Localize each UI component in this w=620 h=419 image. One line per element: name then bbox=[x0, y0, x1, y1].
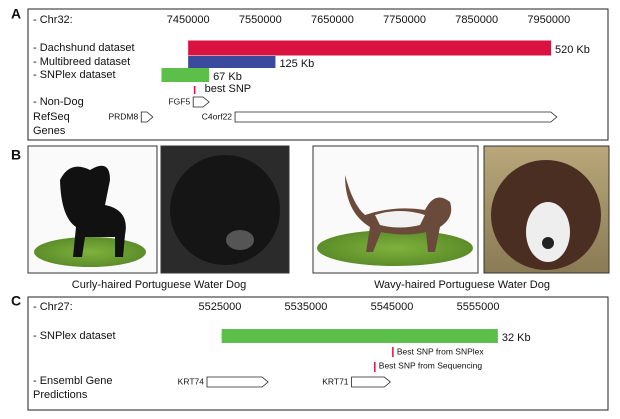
gene-arrow bbox=[206, 376, 269, 388]
gene-track-label: Predictions bbox=[33, 389, 88, 401]
track-name: - Dachshund dataset bbox=[33, 42, 135, 54]
gene-track-label: - Non-Dog bbox=[33, 96, 84, 108]
x-tick-label: 5545000 bbox=[371, 301, 414, 313]
photo bbox=[27, 145, 158, 274]
photo bbox=[483, 145, 610, 274]
marker-label: Best SNP from SNPlex bbox=[397, 346, 485, 356]
photo-caption: Curly-haired Portuguese Water Dog bbox=[72, 279, 246, 291]
gene-name: KRT74 bbox=[178, 376, 205, 386]
x-tick-label: 5535000 bbox=[285, 301, 328, 313]
gene-name: C4orf22 bbox=[202, 111, 233, 121]
track-name: - SNPlex dataset bbox=[33, 330, 116, 342]
range-bar bbox=[188, 40, 552, 56]
gene-arrow bbox=[234, 111, 558, 123]
gene-arrow bbox=[192, 96, 210, 108]
gene-name: FGF5 bbox=[168, 96, 190, 106]
marker-label: Best SNP from Sequencing bbox=[379, 360, 483, 370]
size-label: 125 Kb bbox=[279, 58, 314, 70]
photo bbox=[160, 145, 290, 274]
gene-track-label: RefSeq bbox=[33, 111, 70, 123]
gene-name: PRDM8 bbox=[108, 111, 138, 121]
x-tick-label: 7850000 bbox=[455, 14, 498, 26]
gene-arrow bbox=[140, 111, 154, 123]
x-tick-label: 7450000 bbox=[167, 14, 210, 26]
range-bar bbox=[161, 68, 210, 82]
size-label: 32 Kb bbox=[502, 332, 531, 344]
axis-label: - Chr32: bbox=[33, 14, 73, 26]
x-tick-label: 5555000 bbox=[457, 301, 500, 313]
x-tick-label: 5525000 bbox=[198, 301, 241, 313]
track-name: - SNPlex dataset bbox=[33, 69, 116, 81]
marker-label: best SNP bbox=[205, 83, 251, 95]
panel-label: A bbox=[11, 6, 21, 22]
panel-label: B bbox=[11, 147, 21, 163]
x-tick-label: 7750000 bbox=[383, 14, 426, 26]
range-bar bbox=[188, 56, 276, 68]
x-tick-label: 7550000 bbox=[239, 14, 282, 26]
panel-frame bbox=[27, 296, 609, 411]
size-label: 67 Kb bbox=[213, 71, 242, 83]
panel-label: C bbox=[11, 293, 21, 309]
size-label: 520 Kb bbox=[555, 44, 590, 56]
gene-arrow bbox=[351, 376, 391, 388]
gene-track-label: Genes bbox=[33, 125, 66, 137]
axis-label: - Chr27: bbox=[33, 301, 73, 313]
range-bar bbox=[221, 329, 498, 343]
photo-caption: Wavy-haired Portuguese Water Dog bbox=[374, 279, 550, 291]
x-tick-label: 7950000 bbox=[527, 14, 570, 26]
gene-name: KRT71 bbox=[322, 376, 349, 386]
photo bbox=[312, 145, 479, 274]
x-tick-label: 7650000 bbox=[311, 14, 354, 26]
track-name: - Multibreed dataset bbox=[33, 56, 130, 68]
gene-track-label: - Ensembl Gene bbox=[33, 375, 112, 387]
panel-frame bbox=[27, 8, 609, 141]
